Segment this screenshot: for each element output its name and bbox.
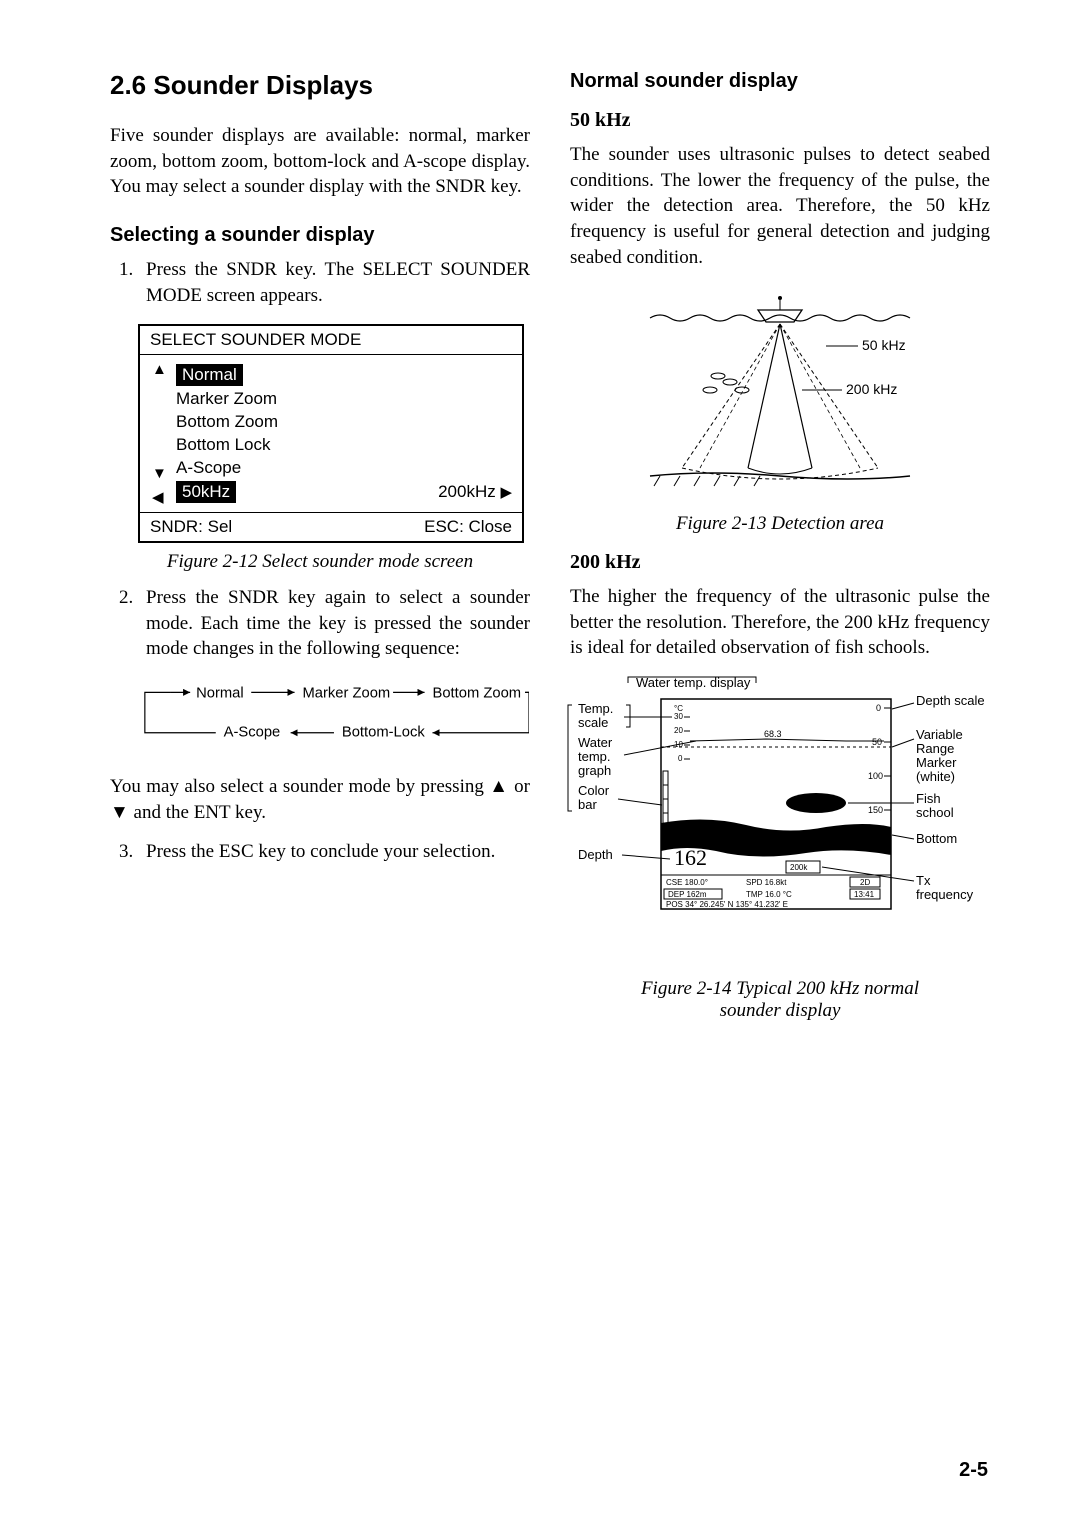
svg-text:graph: graph xyxy=(578,763,611,778)
step-3: Press the ESC key to conclude your selec… xyxy=(138,839,530,865)
svg-text:50: 50 xyxy=(872,737,882,747)
depth-readout: 162 xyxy=(674,845,707,870)
status-2d: 2D xyxy=(860,878,870,887)
status-pos: POS 34° 26.245' N 135° 41.232' E xyxy=(666,900,788,909)
seq-bottom-lock: Bottom-Lock xyxy=(342,725,426,741)
status-spd: SPD 16.8kt xyxy=(746,878,787,887)
up-arrow-icon: ▲ xyxy=(152,361,167,378)
paragraph-200khz: The higher the frequency of the ultrason… xyxy=(570,584,990,661)
label-vrm: Variable xyxy=(916,727,963,742)
subhead-normal-display: Normal sounder display xyxy=(570,70,990,93)
svg-text:20: 20 xyxy=(674,726,683,735)
svg-text:0: 0 xyxy=(876,703,881,713)
left-arrow-icon: ◀ xyxy=(152,488,164,506)
figure-2-14: Water temp. display °C 30 20 10 0 68.3 0 xyxy=(566,675,990,970)
svg-text:0: 0 xyxy=(678,754,683,763)
freq-badge: 200k xyxy=(790,863,808,872)
paragraph-50khz: The sounder uses ultrasonic pulses to de… xyxy=(570,142,990,270)
label-temp-scale: Temp. xyxy=(578,701,613,716)
label-tx-freq: Tx xyxy=(916,873,931,888)
label-bottom: Bottom xyxy=(916,831,957,846)
status-cse: CSE 180.0° xyxy=(666,878,708,887)
seq-a-scope: A-Scope xyxy=(224,725,281,741)
svg-text:(white): (white) xyxy=(916,769,955,784)
seq-normal: Normal xyxy=(196,685,244,701)
mode-item-bottom-zoom: Bottom Zoom xyxy=(176,412,512,432)
svg-text:150: 150 xyxy=(868,805,883,815)
svg-text:scale: scale xyxy=(578,715,608,730)
figure-2-13: 50 kHz 200 kHz xyxy=(570,290,990,505)
mode-item-marker-zoom: Marker Zoom xyxy=(176,389,512,409)
mode-box-list: ▲ Normal Marker Zoom Bottom Zoom Bottom … xyxy=(140,355,522,513)
svg-text:100: 100 xyxy=(868,771,883,781)
label-50khz: 50 kHz xyxy=(862,337,906,353)
select-sounder-mode-box: SELECT SOUNDER MODE ▲ Normal Marker Zoom… xyxy=(138,324,524,543)
label-water-temp-graph: Water xyxy=(578,735,613,750)
subsubhead-50khz: 50 kHz xyxy=(570,109,990,132)
intro-paragraph: Five sounder displays are available: nor… xyxy=(110,123,530,200)
svg-text:Marker: Marker xyxy=(916,755,957,770)
svg-text:school: school xyxy=(916,805,954,820)
step-2: Press the SNDR key again to select a sou… xyxy=(138,585,530,662)
step-1: Press the SNDR key. The SELECT SOUNDER M… xyxy=(138,257,530,308)
label-depth-scale: Depth scale xyxy=(916,693,985,708)
freq-200khz: 200kHz xyxy=(438,482,496,501)
mode-box-footer-left: SNDR: Sel xyxy=(150,517,232,537)
label-color-bar: Color xyxy=(578,783,610,798)
right-arrow-icon: ▶ xyxy=(500,484,512,501)
caption-2-13: Figure 2-13 Detection area xyxy=(570,513,990,535)
svg-text:frequency: frequency xyxy=(916,887,974,902)
status-tmp: TMP 16.0 °C xyxy=(746,890,792,899)
subsubhead-200khz: 200 kHz xyxy=(570,551,990,574)
svg-text:temp.: temp. xyxy=(578,749,611,764)
section-title: 2.6 Sounder Displays xyxy=(110,70,530,101)
seq-marker-zoom: Marker Zoom xyxy=(302,685,390,701)
mode-box-footer-right: ESC: Close xyxy=(424,517,512,537)
temp-value: 68.3 xyxy=(764,729,782,739)
caption-2-12: Figure 2-12 Select sounder mode screen xyxy=(110,551,530,573)
mode-item-a-scope: A-Scope xyxy=(176,458,512,478)
page-number: 2-5 xyxy=(959,1459,988,1482)
svg-text:bar: bar xyxy=(578,797,597,812)
label-fish-school: Fish xyxy=(916,791,941,806)
label-depth: Depth xyxy=(578,847,613,862)
mode-item-normal: Normal xyxy=(176,364,243,386)
seq-bottom-zoom: Bottom Zoom xyxy=(432,685,521,701)
freq-50khz: 50kHz xyxy=(176,481,236,503)
status-dep: DEP 162m xyxy=(668,890,707,899)
label-water-temp-display: Water temp. display xyxy=(636,675,751,690)
status-time: 13:41 xyxy=(854,890,875,899)
svg-text:Range: Range xyxy=(916,741,954,756)
mode-box-header: SELECT SOUNDER MODE xyxy=(140,326,522,355)
mode-item-bottom-lock: Bottom Lock xyxy=(176,435,512,455)
down-arrow-icon: ▼ xyxy=(152,465,167,482)
subhead-selecting: Selecting a sounder display xyxy=(110,224,530,247)
svg-text:30: 30 xyxy=(674,712,683,721)
mode-sequence-diagram: Normal Marker Zoom Bottom Zoom A-Scope B… xyxy=(134,678,530,756)
caption-2-14: Figure 2-14 Typical 200 kHz normal sound… xyxy=(570,978,990,1022)
after-sequence-text: You may also select a sounder mode by pr… xyxy=(110,774,530,825)
label-200khz: 200 kHz xyxy=(846,381,897,397)
